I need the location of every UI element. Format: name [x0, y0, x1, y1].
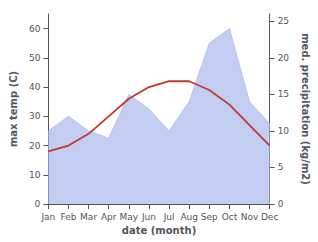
svg-text:max temp (C): max temp (C) [8, 71, 19, 147]
svg-text:Jan: Jan [40, 212, 55, 222]
svg-text:Feb: Feb [61, 212, 77, 222]
svg-text:Aug: Aug [180, 212, 198, 222]
svg-text:Oct: Oct [222, 212, 238, 222]
svg-text:date (month): date (month) [122, 225, 196, 236]
svg-text:med. precipitation (kg/m2): med. precipitation (kg/m2) [300, 33, 311, 185]
svg-text:Apr: Apr [101, 212, 117, 222]
svg-text:60: 60 [29, 24, 41, 34]
svg-text:Sep: Sep [201, 212, 218, 222]
svg-text:10: 10 [29, 170, 41, 180]
svg-text:0: 0 [35, 199, 41, 209]
svg-text:May: May [120, 212, 139, 222]
svg-text:5: 5 [278, 162, 284, 172]
svg-text:Jun: Jun [141, 212, 156, 222]
svg-text:Jul: Jul [163, 212, 175, 222]
svg-text:15: 15 [278, 89, 289, 99]
svg-text:20: 20 [29, 141, 41, 151]
svg-text:Mar: Mar [80, 212, 97, 222]
svg-text:20: 20 [278, 53, 290, 63]
svg-text:Nov: Nov [241, 212, 259, 222]
svg-text:Dec: Dec [261, 212, 278, 222]
svg-text:10: 10 [278, 126, 290, 136]
svg-text:25: 25 [278, 16, 289, 26]
svg-text:40: 40 [29, 82, 41, 92]
svg-text:30: 30 [29, 111, 41, 121]
svg-text:50: 50 [29, 53, 41, 63]
svg-text:0: 0 [278, 199, 284, 209]
